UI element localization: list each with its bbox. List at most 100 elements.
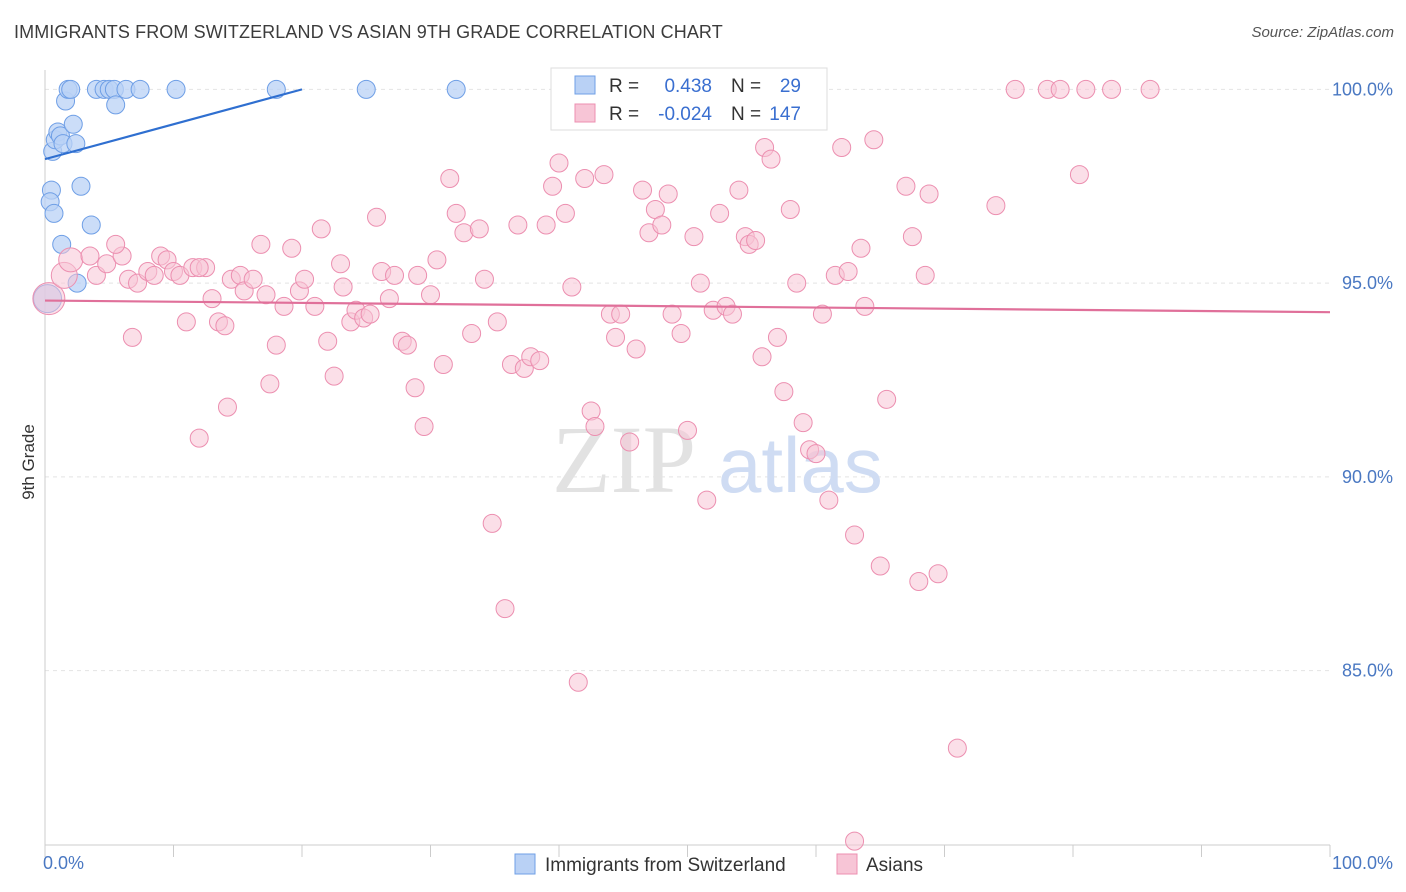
asians-point-79 (611, 304, 631, 324)
asians-point-51 (427, 250, 447, 270)
bottom-legend-label-asians: Asians (866, 855, 923, 876)
legend-r-label-asians: R = (609, 104, 639, 125)
asians-point-32 (305, 296, 325, 316)
asians-point-142 (217, 397, 237, 417)
asians-point-41 (367, 207, 387, 227)
y-tick-label-3: 100.0% (1332, 79, 1393, 99)
bottom-legend-label-swiss: Immigrants from Switzerland (545, 855, 786, 876)
legend-n-label-swiss: N = (731, 76, 761, 97)
asians-point-89 (678, 420, 697, 440)
swiss-point-11 (61, 79, 81, 99)
asians-point-74 (581, 401, 601, 421)
asians-point-9 (106, 234, 126, 254)
asians-point-96 (722, 304, 742, 324)
asians-point-67 (536, 215, 556, 235)
asians-trend-line (44, 299, 1331, 314)
asians-point-60 (487, 312, 507, 332)
bottom-legend-swatch-swiss (514, 853, 536, 875)
asians-point-18 (202, 289, 222, 309)
asians-point-63 (508, 215, 528, 235)
asians-point-107 (787, 273, 807, 293)
asians-point-116 (845, 525, 865, 545)
swiss-point-12 (63, 114, 83, 134)
legend-n-value-swiss: 29 (780, 76, 801, 97)
legend-box (550, 67, 828, 131)
asians-point-119 (864, 130, 884, 150)
asians-point-70 (555, 203, 575, 223)
asians-point-25 (251, 234, 271, 254)
asians-point-81 (626, 339, 646, 359)
asians-point-68 (543, 176, 563, 196)
asians-point-90 (684, 227, 704, 247)
legend-n-value-asians: 147 (769, 104, 801, 125)
bottom-legend-swatch-asians (836, 853, 858, 875)
asians-point-132 (1050, 79, 1070, 99)
asians-point-53 (440, 169, 460, 188)
x-tick-label-1: 100.0% (1332, 853, 1393, 873)
asians-point-52 (433, 355, 453, 374)
y-tick-label-2: 95.0% (1342, 273, 1393, 293)
asians-point-125 (915, 265, 935, 285)
watermark: ZIP atlas (552, 406, 883, 513)
asians-point-43 (379, 289, 399, 309)
asians-point-57 (469, 219, 489, 239)
asians-point-129 (986, 196, 1006, 216)
swiss-point-25 (166, 79, 186, 99)
y-tick-label-0: 85.0% (1342, 661, 1393, 681)
asians-point-138 (331, 254, 351, 274)
swiss-point-27 (356, 79, 376, 99)
swiss-point-13 (66, 134, 86, 154)
legend-r-value-asians: -0.024 (658, 104, 712, 125)
asians-point-61 (495, 599, 515, 619)
asians-point-134 (1076, 79, 1096, 99)
asians-point-72 (568, 672, 588, 692)
asians-point-117 (851, 238, 871, 258)
x-tick-labels: 0.0% 100.0% (43, 853, 1393, 873)
watermark-zip: ZIP (552, 406, 696, 513)
asians-point-0 (32, 282, 66, 316)
legend-r-value-swiss: 0.438 (664, 76, 712, 97)
asians-point-139 (122, 327, 142, 347)
chart-source: Source: ZipAtlas.com (1251, 24, 1394, 41)
asians-point-82 (633, 180, 653, 200)
asians-point-85 (652, 215, 672, 235)
asians-point-97 (729, 180, 749, 200)
swiss-point-24 (130, 79, 150, 99)
asians-point-2 (58, 247, 84, 273)
asians-point-86 (658, 184, 678, 204)
asians-point-58 (474, 269, 494, 289)
asians-point-108 (793, 413, 813, 433)
asians-point-105 (774, 382, 794, 402)
asians-point-75 (585, 417, 605, 436)
asians-point-56 (462, 324, 482, 343)
asians-point-40 (360, 304, 380, 324)
asians-point-126 (919, 184, 939, 204)
asians-point-123 (902, 227, 922, 247)
legend-r-label-swiss: R = (609, 76, 639, 97)
bottom-legend: Immigrants from Switzerland Asians (514, 853, 923, 876)
asians-point-88 (671, 324, 691, 343)
swiss-point-26 (266, 79, 286, 99)
asians-point-141 (189, 258, 209, 278)
asians-point-135 (1102, 79, 1122, 99)
asians-point-103 (761, 149, 781, 169)
swiss-point-28 (446, 79, 466, 99)
asians-point-118 (855, 296, 875, 316)
asians-point-137 (845, 831, 865, 851)
asians-point-143 (189, 428, 209, 448)
swiss-point-22 (106, 95, 126, 115)
asians-point-69 (549, 153, 569, 173)
trend-lines (44, 88, 1331, 314)
y-tick-labels: 85.0% 90.0% 95.0% 100.0% (1332, 79, 1393, 680)
y-tick-label-1: 90.0% (1342, 467, 1393, 487)
asians-point-46 (397, 335, 417, 355)
asians-point-111 (812, 304, 832, 324)
asians-point-87 (662, 304, 682, 324)
asians-point-11 (144, 265, 164, 285)
asians-point-136 (1140, 79, 1160, 99)
swiss-point-14 (71, 176, 91, 196)
x-tick-label-0: 0.0% (43, 853, 84, 873)
asians-point-91 (690, 273, 710, 293)
asians-point-36 (333, 277, 353, 297)
asians-point-104 (767, 327, 787, 347)
